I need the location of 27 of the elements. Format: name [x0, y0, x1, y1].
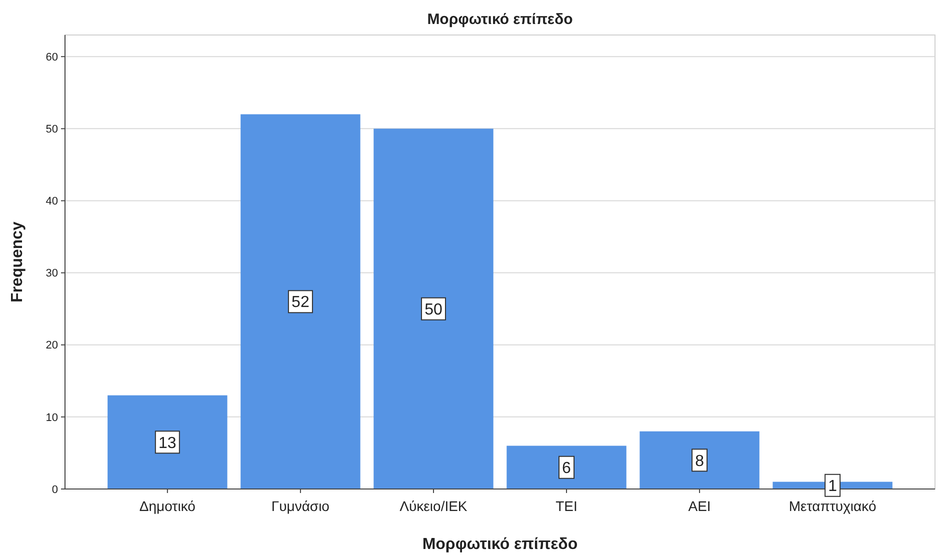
y-tick-label: 0	[52, 484, 58, 496]
y-tick-label: 50	[46, 124, 58, 136]
data-label: 50	[424, 301, 442, 318]
x-tick-label: Γυμνάσιο	[271, 498, 330, 514]
x-tick-label: Μεταπτυχιακό	[788, 498, 876, 514]
bar	[108, 395, 228, 489]
bar	[640, 431, 760, 489]
data-label: 1	[828, 478, 838, 495]
x-tick-label: ΑΕΙ	[688, 498, 711, 514]
bar	[506, 446, 626, 489]
data-label: 6	[562, 460, 572, 477]
y-tick-label: 60	[46, 51, 58, 64]
y-tick-label: 20	[46, 340, 58, 352]
data-label: 13	[158, 434, 176, 452]
y-axis-title: Frequency	[9, 221, 26, 302]
bar	[374, 128, 494, 489]
x-tick-label: ΤΕΙ	[556, 498, 578, 514]
y-tick-label: 10	[46, 412, 58, 424]
x-axis-title: Μορφωτικό επίπεδο	[422, 536, 578, 553]
y-tick-label: 30	[46, 268, 58, 280]
data-label: 52	[292, 294, 310, 312]
chart-title: Μορφωτικό επίπεδο	[427, 11, 573, 28]
x-tick-label: Δημοτικό	[139, 498, 196, 514]
y-tick-label: 40	[46, 196, 58, 208]
bar	[240, 114, 360, 489]
x-tick-label: Λύκειο/ΙΕΚ	[400, 498, 468, 514]
data-label: 8	[695, 452, 704, 470]
